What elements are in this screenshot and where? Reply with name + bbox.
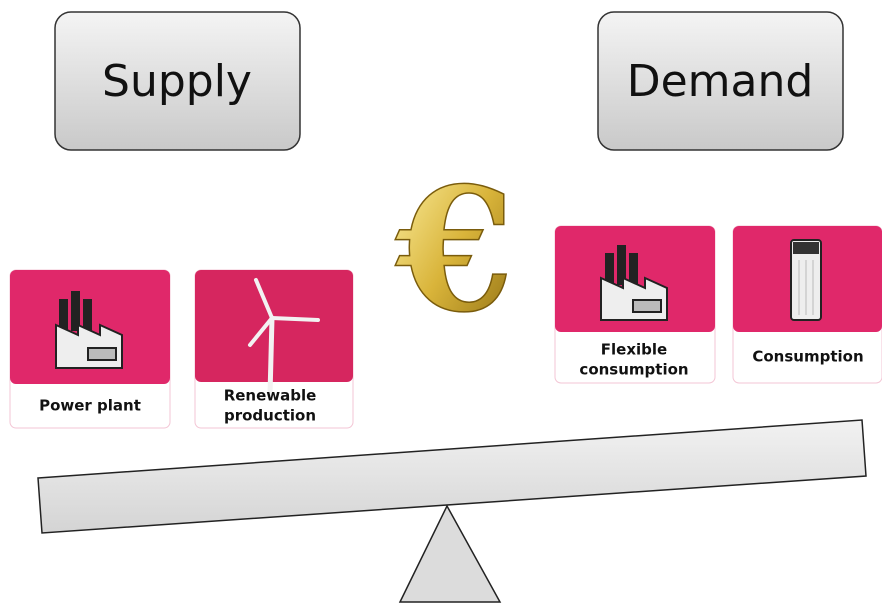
card-label: Power plant (39, 397, 141, 415)
card-label: production (224, 407, 316, 425)
card-flexible: Flexible consumption (555, 226, 715, 383)
demand-title: Demand (627, 56, 814, 107)
supply-box: Supply (55, 12, 300, 150)
demand-box: Demand (598, 12, 843, 150)
card-label: Renewable (224, 387, 317, 405)
card-renewable: Renewable production (195, 270, 353, 428)
seesaw-fulcrum (400, 506, 500, 602)
euro-symbol: € (395, 151, 514, 351)
diagram: Supply Demand € Power plant Renewable pr… (0, 0, 882, 603)
supply-title: Supply (102, 56, 252, 107)
card-label: Consumption (752, 348, 863, 366)
card-power-plant: Power plant (10, 270, 170, 428)
appliance-icon (791, 240, 821, 320)
card-label: consumption (579, 361, 688, 379)
card-label: Flexible (601, 341, 667, 359)
card-consumption: Consumption (733, 226, 882, 383)
